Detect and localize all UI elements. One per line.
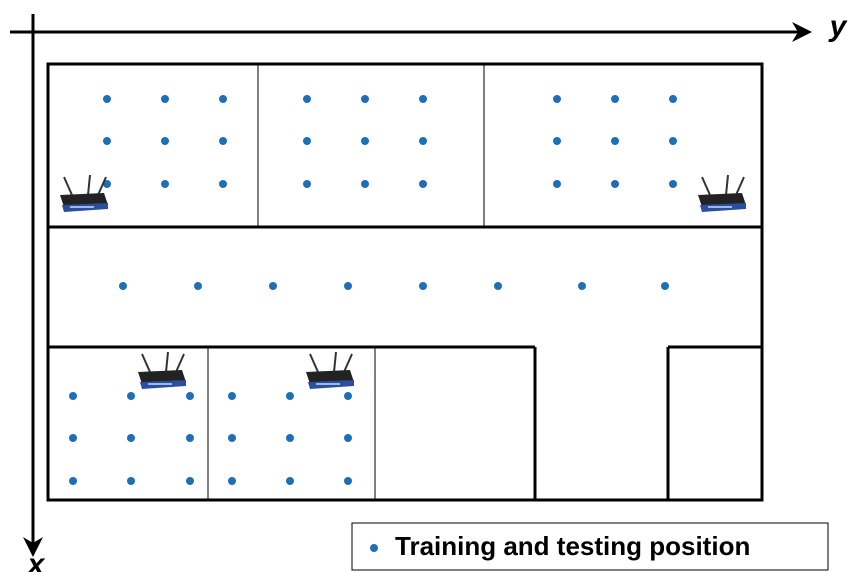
position-dot	[228, 392, 236, 400]
position-dot	[69, 477, 77, 485]
position-dot	[553, 180, 561, 188]
router-icon	[305, 351, 355, 390]
y-axis-label: y	[828, 10, 848, 43]
y-axis-arrow	[792, 22, 812, 42]
positions	[69, 95, 677, 485]
position-dot	[303, 95, 311, 103]
position-dot	[186, 477, 194, 485]
legend-label: Training and testing position	[395, 531, 750, 561]
position-dot	[419, 137, 427, 145]
legend-dot	[370, 544, 378, 552]
position-dot	[578, 282, 586, 290]
position-dot	[303, 180, 311, 188]
position-dot	[127, 434, 135, 442]
position-dot	[161, 137, 169, 145]
position-dot	[161, 180, 169, 188]
position-dot	[344, 392, 352, 400]
position-dot	[219, 137, 227, 145]
position-dot	[194, 282, 202, 290]
position-dot	[69, 392, 77, 400]
position-dot	[669, 180, 677, 188]
position-dot	[286, 477, 294, 485]
position-dot	[611, 137, 619, 145]
legend: Training and testing position	[351, 522, 829, 571]
router-icon	[697, 174, 747, 213]
position-dot	[103, 95, 111, 103]
router-icon	[137, 351, 187, 390]
legend-box	[351, 522, 829, 571]
walls	[46, 62, 764, 502]
position-dot	[419, 282, 427, 290]
position-dot	[269, 282, 277, 290]
position-dot	[553, 95, 561, 103]
position-dot	[669, 95, 677, 103]
position-dot	[103, 137, 111, 145]
position-dot	[669, 137, 677, 145]
position-dot	[419, 180, 427, 188]
x-axis-arrow	[23, 537, 43, 557]
position-dot	[361, 137, 369, 145]
position-dot	[127, 392, 135, 400]
position-dot	[553, 137, 561, 145]
position-dot	[186, 434, 194, 442]
position-dot	[103, 180, 111, 188]
router-icon	[59, 174, 109, 213]
x-axis-label: x	[26, 548, 46, 572]
position-dot	[494, 282, 502, 290]
position-dot	[611, 95, 619, 103]
position-dot	[344, 434, 352, 442]
position-dot	[127, 477, 135, 485]
outer-wall	[46, 62, 764, 502]
position-dot	[361, 95, 369, 103]
position-dot	[419, 95, 427, 103]
position-dot	[344, 282, 352, 290]
position-dot	[661, 282, 669, 290]
position-dot	[219, 180, 227, 188]
position-dot	[228, 434, 236, 442]
position-dot	[69, 434, 77, 442]
position-dot	[186, 392, 194, 400]
position-dot	[119, 282, 127, 290]
position-dot	[286, 392, 294, 400]
position-dot	[228, 477, 236, 485]
position-dot	[161, 95, 169, 103]
position-dot	[361, 180, 369, 188]
position-dot	[303, 137, 311, 145]
position-dot	[286, 434, 294, 442]
axes: y x	[10, 10, 848, 572]
position-dot	[344, 477, 352, 485]
position-dot	[219, 95, 227, 103]
routers	[59, 174, 747, 390]
position-dot	[611, 180, 619, 188]
